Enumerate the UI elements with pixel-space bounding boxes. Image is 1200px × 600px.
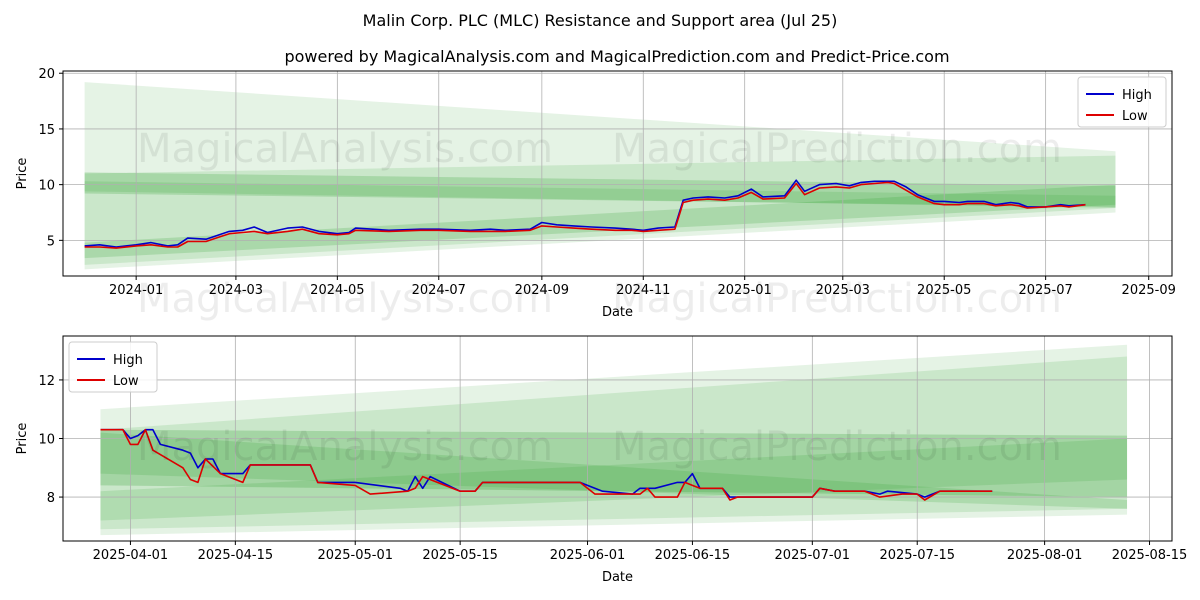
y-tick-label: 10	[38, 433, 55, 448]
legend-label: High	[113, 353, 143, 368]
band-group	[100, 344, 1128, 536]
x-tick-label: 2025-05	[917, 283, 971, 298]
x-tick-label: 2024-01	[109, 283, 163, 298]
x-tick-label: 2025-06-01	[550, 548, 626, 563]
series-line-low	[100, 428, 993, 501]
x-tick-label: 2025-08-01	[1007, 548, 1083, 563]
x-tick-label: 2025-04-15	[198, 548, 274, 563]
y-tick-label: 5	[47, 234, 55, 249]
resistance-support-band	[100, 438, 1128, 521]
x-axis-label: Date	[602, 305, 633, 320]
y-tick-label: 10	[38, 179, 55, 194]
legend: High Low	[68, 341, 158, 393]
resistance-support-band	[100, 432, 1128, 509]
series-group	[100, 428, 993, 501]
y-tick-label: 12	[38, 374, 55, 389]
x-tick-label: 2025-07-01	[775, 548, 851, 563]
plot-frame	[62, 70, 1173, 277]
legend: High Low	[1077, 76, 1167, 128]
x-tick-label: 2025-06-15	[655, 548, 731, 563]
chart-title: Malin Corp. PLC (MLC) Resistance and Sup…	[363, 11, 838, 30]
x-tick-label: 2025-09	[1122, 283, 1176, 298]
chart-subtitle: powered by MagicalAnalysis.com and Magic…	[284, 47, 949, 66]
y-tick-label: 15	[38, 123, 55, 138]
bottom-chart-panel: 2025-04-01 2025-04-15 2025-05-01 2025-05-15…	[15, 335, 1188, 585]
y-axis-label: Price	[15, 423, 30, 455]
x-tick-label: 2025-08-15	[1112, 548, 1188, 563]
y-tick-label: 20	[38, 67, 55, 82]
y-axis-label: Price	[15, 158, 30, 190]
x-tick-label: 2024-11	[616, 283, 670, 298]
legend-label: Low	[1122, 109, 1148, 124]
x-tick-label: 2024-05	[310, 283, 364, 298]
x-tick-label: 2024-09	[515, 283, 569, 298]
resistance-support-band	[100, 344, 1128, 536]
x-tick-label: 2025-05-15	[422, 548, 498, 563]
x-axis-label: Date	[602, 570, 633, 585]
x-tick-label: 2024-03	[209, 283, 263, 298]
x-tick-label: 2025-05-01	[317, 548, 393, 563]
resistance-support-band	[84, 184, 1116, 259]
resistance-support-band	[84, 181, 1116, 209]
x-tick-label: 2025-04-01	[93, 548, 169, 563]
x-tick-label: 2025-07-15	[879, 548, 955, 563]
x-tick-label: 2025-07	[1018, 283, 1072, 298]
series-group	[84, 179, 1086, 249]
y-tick-label: 8	[47, 491, 55, 506]
series-line-low	[84, 181, 1086, 249]
series-line-high	[84, 179, 1086, 248]
x-tick-label: 2025-03	[816, 283, 870, 298]
legend-label: High	[1122, 88, 1152, 103]
resistance-support-band	[84, 172, 1116, 207]
x-tick-label: 2025-01	[718, 283, 772, 298]
legend-label: Low	[113, 374, 139, 389]
top-chart-panel: 2024-01 2024-03 2024-05 2024-07 2024-09 2024-…	[15, 67, 1176, 320]
x-tick-label: 2024-07	[412, 283, 466, 298]
resistance-support-band	[100, 429, 1128, 498]
